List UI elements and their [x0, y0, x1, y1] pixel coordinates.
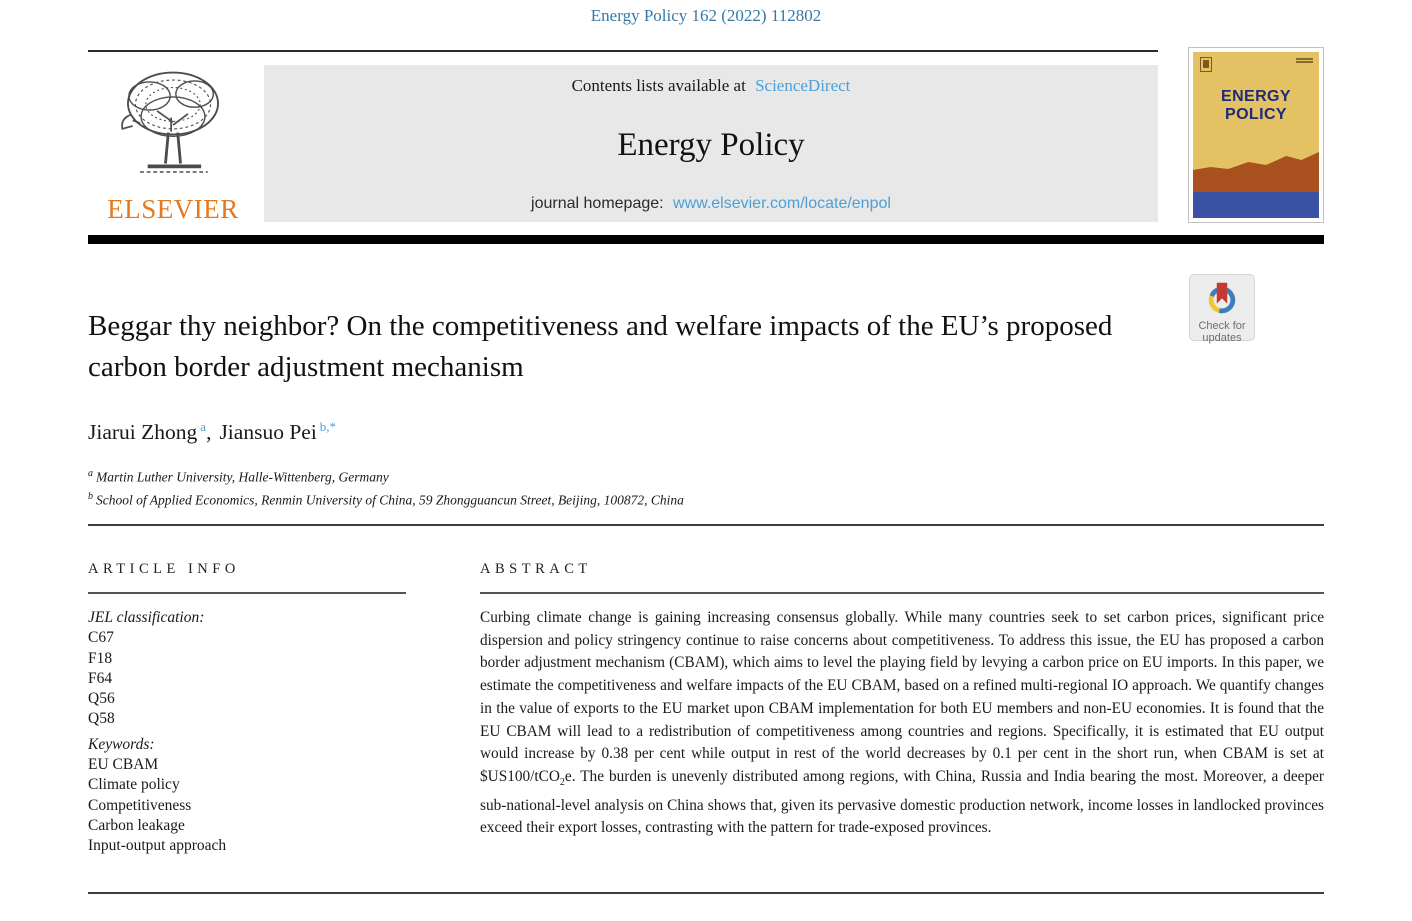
elsevier-wordmark: ELSEVIER: [107, 194, 239, 224]
author-line: Jiarui Zhong a, Jiansuo Pei b,*: [88, 419, 336, 445]
jel-code: C67: [88, 629, 114, 647]
jel-code: F64: [88, 669, 113, 687]
author-name: Jiansuo Pei: [219, 420, 317, 445]
article-info-body: JEL classification: C67 F18 F64 Q56 Q58 …: [88, 608, 406, 857]
article-info-column: ARTICLE INFO JEL classification: C67 F18…: [88, 560, 406, 857]
cover-issn-lines: [1296, 58, 1313, 60]
badge-label-line1: Check for: [1198, 320, 1246, 332]
homepage-line: journal homepage: www.elsevier.com/locat…: [264, 195, 1158, 213]
abstract-part2: e. The burden is unevenly distributed am…: [480, 767, 1324, 837]
affiliation-text: Martin Luther University, Halle-Wittenbe…: [96, 469, 389, 485]
journal-cover-art: ENERGY POLICY: [1193, 52, 1319, 218]
co2-subscript: 2: [559, 776, 565, 788]
author-name: Jiarui Zhong: [88, 420, 198, 445]
journal-header: ELSEVIER Contents lists available at Sci…: [88, 47, 1324, 224]
elsevier-tree-icon: [112, 65, 234, 192]
homepage-link[interactable]: www.elsevier.com/locate/enpol: [673, 195, 891, 212]
abstract-text: Curbing climate change is gaining increa…: [480, 607, 1324, 840]
header-divider-bar: [88, 235, 1324, 244]
contents-prefix: Contents lists available at: [571, 76, 746, 95]
jel-code: Q56: [88, 690, 115, 708]
check-for-updates-badge[interactable]: Check for updates: [1189, 274, 1255, 344]
jel-code: Q58: [88, 710, 115, 728]
journal-name: Energy Policy: [617, 127, 805, 163]
article-title: Beggar thy neighbor? On the competitiven…: [88, 310, 1113, 383]
article-info-heading: ARTICLE INFO: [88, 561, 240, 577]
jel-label: JEL classification:: [88, 609, 205, 626]
affiliation-row: a Martin Luther University, Halle-Wittenb…: [88, 464, 684, 487]
keyword: Carbon leakage: [88, 816, 185, 834]
author-affiliation-sup: b,*: [319, 419, 337, 434]
affiliation-row: b School of Applied Economics, Renmin Uni…: [88, 487, 684, 510]
homepage-prefix: journal homepage:: [531, 195, 664, 212]
abstract-rule: [480, 592, 1324, 594]
abstract-part1: Curbing climate change is gaining increa…: [480, 609, 1324, 785]
cover-title-line2: POLICY: [1225, 106, 1287, 123]
author-separator: ,: [206, 420, 212, 445]
cover-bottom-band: [1193, 192, 1319, 218]
jel-code: F18: [88, 649, 113, 667]
badge-label-line2: updates: [1202, 332, 1242, 344]
keyword: EU CBAM: [88, 756, 159, 774]
cover-mountain-graphic: [1193, 152, 1319, 192]
header-left: ELSEVIER Contents lists available at Sci…: [88, 50, 1158, 224]
keywords-label: Keywords:: [88, 735, 155, 753]
keyword: Input-output approach: [88, 837, 227, 855]
affiliation-sup: a: [88, 468, 93, 479]
affiliation-sup: b: [88, 491, 93, 502]
section-bottom-rule: [88, 892, 1324, 894]
citation-link[interactable]: Energy Policy 162 (2022) 112802: [590, 6, 822, 25]
affiliations: a Martin Luther University, Halle-Wittenb…: [88, 464, 684, 510]
cover-title-line1: ENERGY: [1221, 88, 1291, 105]
citation-row: Energy Policy 162 (2022) 112802: [0, 6, 1412, 26]
cover-title: ENERGY POLICY: [1193, 88, 1319, 124]
abstract-heading: ABSTRACT: [480, 561, 592, 577]
crossmark-icon: [1208, 282, 1236, 314]
elsevier-logo-block[interactable]: ELSEVIER: [88, 65, 258, 224]
sciencedirect-link[interactable]: ScienceDirect: [755, 76, 851, 95]
keyword: Climate policy: [88, 776, 180, 794]
contents-line: Contents lists available at ScienceDirec…: [264, 76, 1158, 96]
cover-publisher-mark-icon: [1200, 57, 1212, 72]
badge-label: Check for updates: [1190, 320, 1254, 344]
section-top-rule: [88, 524, 1324, 526]
article-info-rule: [88, 592, 406, 594]
header-top-rule: [88, 50, 1158, 52]
journal-cover: ENERGY POLICY: [1188, 47, 1324, 223]
journal-banner: Contents lists available at ScienceDirec…: [264, 65, 1158, 222]
affiliation-text: School of Applied Economics, Renmin Univ…: [96, 492, 684, 508]
info-abstract-section: ARTICLE INFO JEL classification: C67 F18…: [88, 560, 1324, 857]
abstract-column: ABSTRACT Curbing climate change is gaini…: [480, 560, 1324, 857]
keyword: Competitiveness: [88, 796, 192, 814]
author-affiliation-sup: a: [200, 419, 207, 434]
